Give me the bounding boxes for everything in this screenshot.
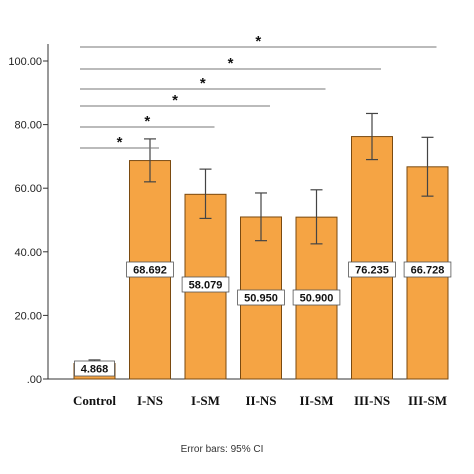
data-label: 58.079 <box>189 280 223 292</box>
significance-marker: * <box>228 55 234 72</box>
x-tick-label: III-NS <box>354 393 390 408</box>
significance-marker: * <box>172 92 178 109</box>
significance-layer: * * * * * * <box>80 33 437 151</box>
data-label: 68.692 <box>133 265 167 277</box>
y-tick-label: .00 <box>27 374 42 386</box>
y-tick-label: 60.00 <box>14 183 42 195</box>
data-label-box <box>348 261 396 278</box>
bars-layer: 4.868 Control 68.692 I-NS 58.079 I-SM 50.950 II… <box>73 112 452 408</box>
x-tick-label: II-SM <box>300 393 334 408</box>
x-tick-label: I-SM <box>191 393 220 408</box>
footnote: Error bars: 95% CI <box>181 444 264 455</box>
data-label-box <box>403 261 452 278</box>
data-label-box <box>126 261 174 278</box>
data-label: 66.728 <box>411 265 445 277</box>
data-label-box <box>237 289 285 306</box>
x-tick-label: II-NS <box>245 393 276 408</box>
data-label: 50.950 <box>244 293 278 305</box>
data-label-box <box>292 289 341 306</box>
bar <box>351 136 393 380</box>
significance-marker: * <box>144 113 150 130</box>
significance-marker: * <box>200 75 206 92</box>
significance-marker: * <box>255 33 261 50</box>
y-tick-label: 100.00 <box>8 56 42 68</box>
y-tick-label: 20.00 <box>14 310 42 322</box>
data-label: 50.900 <box>300 293 334 305</box>
data-label-box <box>74 360 115 377</box>
data-label: 76.235 <box>355 265 389 277</box>
data-label: 4.868 <box>81 364 109 376</box>
x-tick-label: Control <box>73 393 116 408</box>
significance-marker: * <box>117 134 123 151</box>
x-tick-label: I-NS <box>137 393 163 408</box>
y-tick-label: 40.00 <box>14 247 42 259</box>
x-tick-label: III-SM <box>408 393 447 408</box>
data-label-box <box>181 276 230 293</box>
y-tick-label: 80.00 <box>14 120 42 132</box>
